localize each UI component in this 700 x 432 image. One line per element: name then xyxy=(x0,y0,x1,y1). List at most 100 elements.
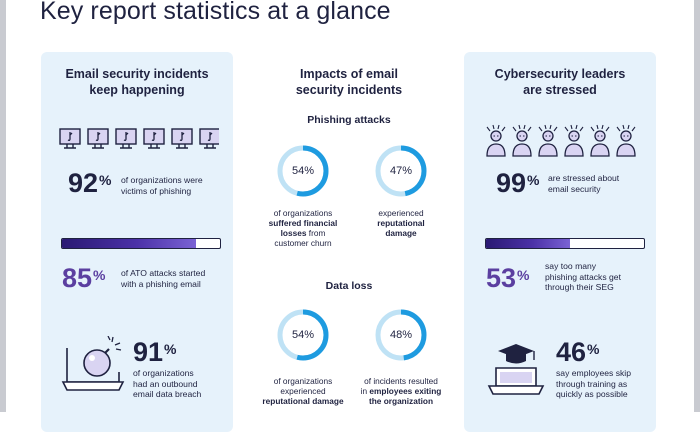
caption-bold: the organization xyxy=(368,396,434,406)
title-line: are stressed xyxy=(523,83,597,97)
stat-unit: % xyxy=(587,341,600,357)
email-incidents-title: Email security incidents keep happening xyxy=(41,66,233,98)
stat-92: 92% xyxy=(68,169,112,197)
donut-arc xyxy=(277,309,329,361)
donut-arc xyxy=(375,145,427,197)
donut-label: 54% xyxy=(291,329,315,341)
stat-value: 92 xyxy=(68,168,99,198)
person-icon xyxy=(486,124,506,157)
stat-value: 91 xyxy=(133,337,164,367)
caption-dataloss-reputation: of organizations experienced reputationa… xyxy=(251,376,355,406)
caption-bold: losses xyxy=(280,228,307,238)
caption-phishing-financial: of organizations suffered financial loss… xyxy=(253,208,353,248)
text-line: of organizations xyxy=(133,368,194,378)
monitor-icon xyxy=(87,128,109,149)
donut-phishing-financial: 54% xyxy=(276,144,330,198)
monitor-icon xyxy=(115,128,137,149)
stat-unit: % xyxy=(99,172,112,188)
text-line: of ATO attacks started xyxy=(121,268,206,278)
donut-arc xyxy=(375,309,427,361)
person-icon xyxy=(512,124,532,157)
caption-line: of organizations xyxy=(273,376,333,386)
monitor-icon xyxy=(143,128,165,149)
stat-46: 46% xyxy=(556,338,600,366)
stat-85: 85% xyxy=(62,264,106,292)
person-icon xyxy=(538,124,558,157)
impacts-title: Impacts of email security incidents xyxy=(243,66,455,98)
stressed-person-icon xyxy=(484,124,640,158)
caption-phishing-reputation: experienced reputational damage xyxy=(351,208,451,238)
title-line: Cybersecurity leaders xyxy=(494,67,626,81)
email-incidents-panel: Email security incidents keep happening … xyxy=(41,52,233,432)
laptop-graduation-icon xyxy=(486,342,546,398)
laptop-bomb-icon xyxy=(61,336,125,394)
caption-line: of incidents resulted xyxy=(364,376,438,386)
stat-unit: % xyxy=(527,172,540,188)
monitor-icon xyxy=(59,128,81,149)
seg-progress-bar xyxy=(485,238,645,249)
stat-53: 53% xyxy=(486,264,530,292)
text-line: through their SEG xyxy=(545,282,614,292)
caption-bold: reputational damage xyxy=(262,396,344,406)
progress-fill xyxy=(486,239,570,248)
stat-91-text: of organizations had an outbound email d… xyxy=(133,368,201,400)
leaders-stressed-title: Cybersecurity leaders are stressed xyxy=(464,66,656,98)
text-line: say employees skip xyxy=(556,368,631,378)
page-edge-right xyxy=(694,0,700,412)
page-edge-left xyxy=(0,0,6,412)
stat-91: 91% xyxy=(133,338,177,366)
stat-unit: % xyxy=(164,341,177,357)
caption-line: customer churn xyxy=(274,238,332,248)
monitor-icon xyxy=(171,128,193,149)
stat-85-text: of ATO attacks started with a phishing e… xyxy=(121,268,205,289)
phishing-heading: Phishing attacks xyxy=(307,114,391,126)
stat-value: 46 xyxy=(556,337,587,367)
caption-bold: reputational xyxy=(377,218,425,228)
title-line: keep happening xyxy=(89,83,185,97)
text-line: phishing attacks get xyxy=(545,271,621,282)
text-line: say too many xyxy=(545,261,597,271)
text-line: through training as xyxy=(556,378,628,389)
caption-line: in xyxy=(360,386,370,396)
stat-99: 99% xyxy=(496,169,540,197)
stat-unit: % xyxy=(93,267,106,283)
stat-value: 53 xyxy=(486,263,517,293)
donut-label: 48% xyxy=(389,329,413,341)
donut-dataloss-employees: 48% xyxy=(374,308,428,362)
stat-unit: % xyxy=(517,267,530,283)
donut-phishing-reputation: 47% xyxy=(374,144,428,198)
person-icon xyxy=(590,124,610,157)
text-line: email security xyxy=(548,183,601,194)
caption-dataloss-employees: of incidents resulted in employees exiti… xyxy=(349,376,453,406)
caption-line: from xyxy=(306,228,326,238)
text-line: of organizations were xyxy=(121,175,203,185)
stat-92-text: of organizations were victims of phishin… xyxy=(121,175,203,196)
stat-value: 99 xyxy=(496,168,527,198)
impacts-panel: Impacts of email security incidents Phis… xyxy=(243,52,455,432)
text-line: had an outbound xyxy=(133,378,198,389)
title-line: security incidents xyxy=(295,83,403,97)
stat-99-text: are stressed about email security xyxy=(548,173,619,194)
title-line: Impacts of email xyxy=(300,67,398,81)
caption-line: experienced xyxy=(378,208,424,218)
text-line: victims of phishing xyxy=(121,185,192,196)
stat-46-text: say employees skip through training as q… xyxy=(556,368,631,400)
stat-53-text: say too many phishing attacks get throug… xyxy=(545,261,621,293)
stat-value: 85 xyxy=(62,263,93,293)
person-icon xyxy=(564,124,584,157)
leaders-stressed-panel: Cybersecurity leaders are stressed 99% a… xyxy=(464,52,656,432)
title-line: Email security incidents xyxy=(65,67,209,81)
caption-bold: employees exiting xyxy=(369,386,442,396)
ato-progress-bar xyxy=(61,238,221,249)
donut-arc xyxy=(277,145,329,197)
donut-label: 54% xyxy=(291,165,315,177)
donut-label: 47% xyxy=(389,165,413,177)
dataloss-heading: Data loss xyxy=(325,280,373,292)
page-title: Key report statistics at a glance xyxy=(40,0,391,25)
monitor-phishing-icon xyxy=(59,128,219,152)
person-icon xyxy=(616,124,636,157)
caption-bold: damage xyxy=(385,228,417,238)
caption-line: of organizations xyxy=(273,208,333,218)
monitor-icon xyxy=(199,128,219,149)
text-line: are stressed about xyxy=(548,173,620,183)
